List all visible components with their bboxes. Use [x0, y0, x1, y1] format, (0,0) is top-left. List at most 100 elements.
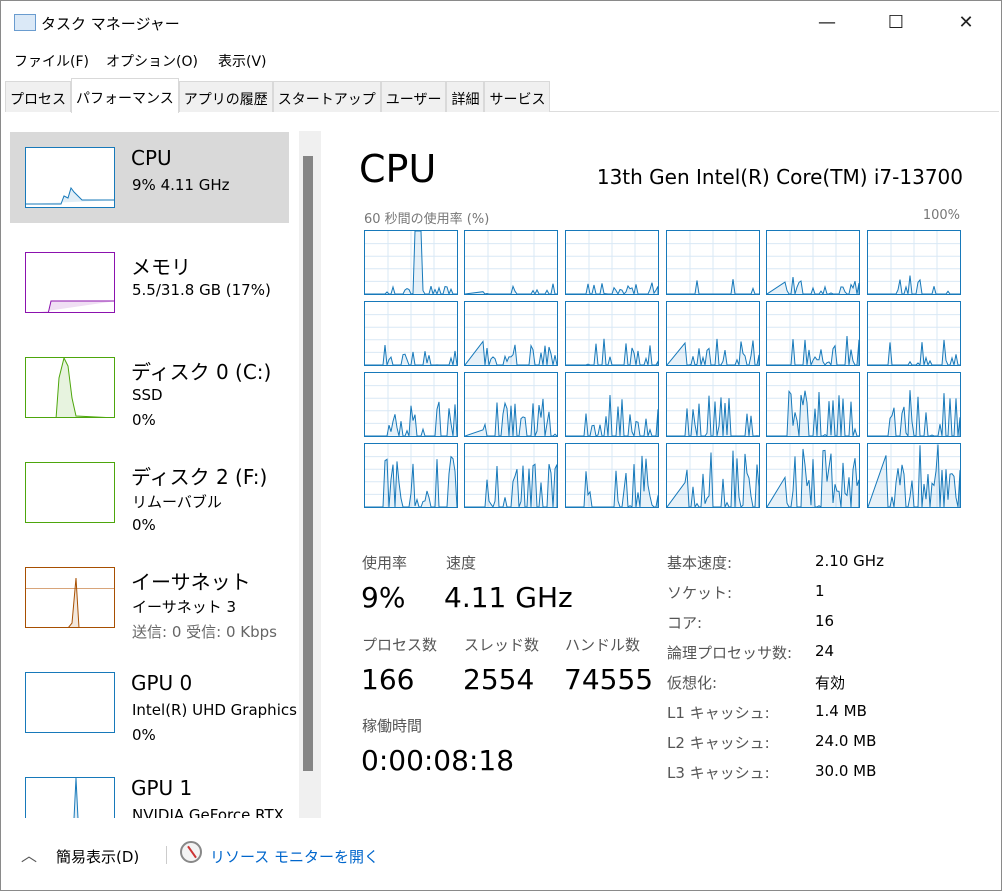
open-resource-monitor-link[interactable]: リソース モニターを開く — [210, 848, 380, 866]
detail-label: L1 キャッシュ: — [667, 704, 770, 722]
detail-value: 24 — [815, 642, 835, 660]
sidebar-item-detail: リムーバブル — [132, 493, 222, 511]
sidebar-item-3[interactable]: ディスク 2 (F:) リムーバブル 0% — [10, 447, 289, 538]
detail-value: 30.0 MB — [815, 762, 877, 780]
sidebar-item-name: GPU 1 — [131, 776, 193, 800]
core-graph — [867, 301, 961, 367]
close-button[interactable]: ✕ — [958, 12, 974, 33]
tab-bar: プロセス パフォーマンス アプリの履歴 スタートアップ ユーザー 詳細 サービス — [5, 78, 999, 113]
core-graph — [364, 230, 458, 296]
graph-label: 60 秒間の使用率 (%) — [364, 212, 490, 227]
graph-max-label: 100% — [922, 208, 960, 223]
core-graph — [867, 372, 961, 438]
tab-processes[interactable]: プロセス — [5, 81, 71, 112]
sidebar-item-0[interactable]: CPU 9% 4.11 GHz — [10, 132, 289, 223]
sidebar-graph — [25, 567, 115, 628]
sidebar-item-name: CPU — [131, 146, 172, 170]
sidebar-item-detail: SSD — [132, 386, 163, 404]
sidebar-item-1[interactable]: メモリ 5.5/31.8 GB (17%) — [10, 237, 289, 328]
core-graph — [565, 443, 659, 508]
uptime-label: 稼働時間 — [362, 717, 423, 735]
core-graph — [364, 301, 458, 366]
usage-value: 9% — [361, 581, 406, 614]
detail-value: 16 — [815, 612, 835, 630]
core-graph — [565, 372, 659, 438]
detail-label: コア: — [667, 614, 703, 632]
detail-label: L3 キャッシュ: — [667, 764, 770, 782]
core-graph — [464, 443, 558, 509]
sidebar-item-detail: イーサネット 3 — [132, 598, 237, 616]
processes-value: 166 — [361, 663, 415, 696]
handles-label: ハンドル数 — [565, 636, 641, 654]
sidebar-item-detail: 5.5/31.8 GB (17%) — [132, 281, 271, 299]
core-graph — [766, 301, 860, 367]
detail-value: 1 — [815, 582, 825, 600]
detail-value: 2.10 GHz — [815, 552, 884, 570]
sidebar-item-name: イーサネット — [131, 570, 251, 594]
page-title: CPU — [359, 147, 437, 191]
tab-services[interactable]: サービス — [484, 81, 551, 112]
window-title: タスク マネージャー — [41, 15, 180, 33]
core-graph — [666, 372, 760, 437]
scrollbar-thumb[interactable] — [303, 156, 313, 771]
speed-label: 速度 — [446, 554, 477, 572]
threads-value: 2554 — [463, 663, 535, 696]
sidebar-item-4[interactable]: イーサネット イーサネット 3 送信: 0 受信: 0 Kbps — [10, 552, 289, 643]
sidebar-graph — [25, 777, 115, 818]
menu-file[interactable]: ファイル(F) — [14, 54, 89, 70]
minimize-button[interactable]: — — [818, 12, 836, 33]
sidebar-item-value: 0% — [132, 726, 156, 744]
processes-label: プロセス数 — [362, 636, 438, 654]
sidebar-graph — [25, 357, 115, 418]
core-graph — [766, 443, 860, 508]
uptime-value: 0:00:08:18 — [361, 744, 515, 777]
tab-app-history[interactable]: アプリの履歴 — [178, 81, 273, 112]
sidebar-item-detail: NVIDIA GeForce RTX — [132, 806, 284, 818]
maximize-button[interactable]: ☐ — [887, 12, 905, 33]
core-graph — [464, 372, 558, 437]
core-graph — [766, 372, 860, 437]
sidebar-item-5[interactable]: GPU 0 Intel(R) UHD Graphics 0% — [10, 657, 297, 748]
handles-value: 74555 — [564, 663, 654, 696]
sidebar-graph — [25, 252, 115, 313]
sidebar-item-detail: 9% 4.11 GHz — [132, 176, 230, 194]
sidebar-graph — [25, 672, 115, 733]
core-graph — [666, 443, 760, 509]
core-graph — [867, 230, 961, 295]
sidebar-item-detail: Intel(R) UHD Graphics — [132, 701, 297, 719]
fewer-details-button[interactable]: 簡易表示(D) — [56, 848, 140, 866]
core-graph — [766, 230, 860, 296]
usage-label: 使用率 — [362, 554, 408, 572]
detail-label: 論理プロセッサ数: — [667, 644, 793, 662]
tab-users[interactable]: ユーザー — [380, 81, 447, 112]
tab-startup[interactable]: スタートアップ — [272, 81, 381, 112]
sidebar-item-2[interactable]: ディスク 0 (C:) SSD 0% — [10, 342, 289, 433]
sidebar-item-6[interactable]: GPU 1 NVIDIA GeForce RTX 0% (36 °C) — [10, 762, 289, 818]
speed-value: 4.11 GHz — [444, 581, 573, 614]
sidebar: CPU 9% 4.11 GHz メモリ 5.5/31.8 GB (17%) ディ… — [1, 126, 297, 818]
sidebar-graph — [25, 462, 115, 523]
divider — [166, 846, 167, 864]
detail-label: 仮想化: — [667, 674, 718, 692]
menu-view[interactable]: 表示(V) — [218, 54, 267, 70]
core-graph — [364, 372, 458, 437]
cpu-model: 13th Gen Intel(R) Core(TM) i7-13700 — [596, 165, 963, 189]
core-graph — [565, 301, 659, 366]
tab-performance[interactable]: パフォーマンス — [71, 78, 179, 113]
sidebar-item-name: GPU 0 — [131, 671, 193, 695]
sidebar-item-value: 送信: 0 受信: 0 Kbps — [132, 623, 277, 641]
sidebar-graph — [25, 147, 115, 208]
detail-label: L2 キャッシュ: — [667, 734, 770, 752]
detail-label: 基本速度: — [667, 554, 733, 572]
core-graph — [464, 301, 558, 366]
core-graph — [565, 230, 659, 296]
core-graph — [464, 230, 558, 296]
sidebar-item-name: メモリ — [131, 255, 191, 279]
menu-options[interactable]: オプション(O) — [106, 54, 198, 70]
sidebar-item-value: 0% — [132, 411, 156, 429]
detail-value: 有効 — [815, 674, 846, 692]
chevron-up-icon[interactable]: ︿ — [21, 846, 38, 865]
sidebar-item-value: 0% — [132, 516, 156, 534]
app-icon — [14, 14, 36, 31]
tab-details[interactable]: 詳細 — [446, 81, 485, 112]
